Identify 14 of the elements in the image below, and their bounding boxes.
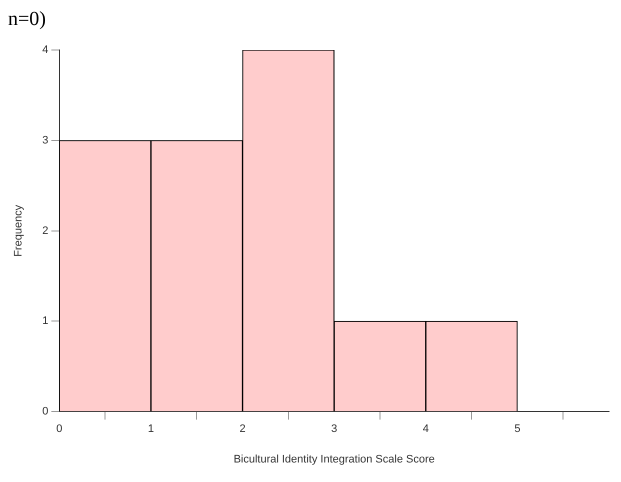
x-tick-label: 0 [56,423,62,436]
x-axis-title: Bicultural Identity Integration Scale Score [234,453,435,466]
y-tick-label: 3 [42,134,48,146]
x-tick-label: 1 [148,423,154,436]
x-tick-label: 5 [514,423,520,436]
y-tick-label: 2 [42,224,48,237]
y-axis-title: Frequency [12,204,25,257]
y-tick-label: 1 [42,315,48,328]
y-tick-label: 0 [42,406,48,418]
text: n=0) [8,8,47,30]
y-tick-label: 4 [42,44,48,56]
x-tick-label: 3 [331,423,338,436]
x-tick-label: 2 [239,423,246,436]
x-tick-label: 4 [422,423,429,436]
